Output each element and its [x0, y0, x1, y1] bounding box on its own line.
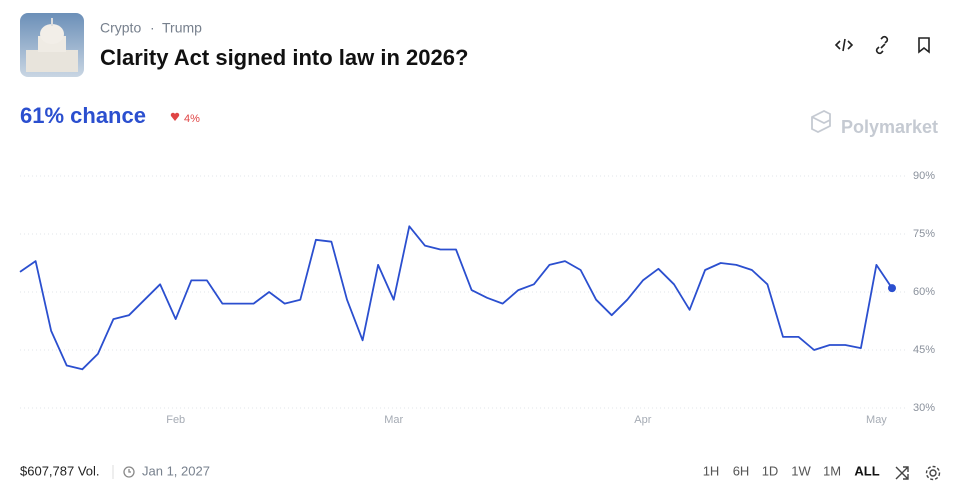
plot: 30% 45% 60% 75% 90% Feb Mar Apr May	[19, 170, 935, 426]
price-line	[19, 225, 893, 371]
volume: $607,787 Vol.	[20, 463, 100, 478]
current-point	[888, 284, 896, 293]
market-title: Clarity Act signed into law in 2026?	[100, 45, 468, 70]
x-tick-label: Mar	[384, 414, 403, 426]
action-icons[interactable]	[834, 35, 930, 55]
market-image	[20, 13, 84, 77]
separator: ·	[150, 20, 155, 36]
y-tick-label: 30%	[913, 402, 935, 414]
range-button[interactable]: 6H	[733, 463, 750, 478]
embed-icon[interactable]	[834, 38, 854, 52]
change: 4%	[184, 113, 200, 125]
range-button[interactable]: 1W	[791, 463, 811, 478]
chance: 61% chance	[20, 103, 146, 128]
y-tick-label: 75%	[913, 228, 935, 240]
range-button[interactable]: 1H	[703, 463, 720, 478]
category[interactable]: Trump	[162, 20, 202, 36]
range-button[interactable]: 1D	[762, 463, 779, 478]
x-tick-label: May	[866, 414, 887, 426]
x-tick-label: Apr	[634, 414, 651, 426]
link-icon[interactable]	[875, 35, 889, 55]
range-button[interactable]: 1M	[823, 463, 841, 478]
y-tick-label: 45%	[913, 344, 935, 356]
y-tick-label: 60%	[913, 286, 935, 298]
end-date: Jan 1, 2027	[142, 463, 210, 478]
brand: Polymarket	[841, 117, 938, 137]
range-buttons: 1H 6H 1D 1W 1M ALL	[703, 463, 880, 478]
clock-icon	[123, 466, 135, 478]
footer-icons[interactable]	[895, 465, 941, 481]
y-tick-label: 90%	[913, 170, 935, 182]
compare-icon[interactable]	[895, 466, 909, 480]
category[interactable]: Crypto	[100, 20, 141, 36]
brand-logo	[811, 109, 831, 134]
range-button[interactable]: ALL	[854, 463, 879, 478]
x-tick-label: Feb	[166, 414, 185, 426]
bookmark-icon[interactable]	[918, 37, 930, 54]
settings-icon[interactable]	[929, 469, 937, 477]
change-down-icon	[170, 112, 180, 121]
